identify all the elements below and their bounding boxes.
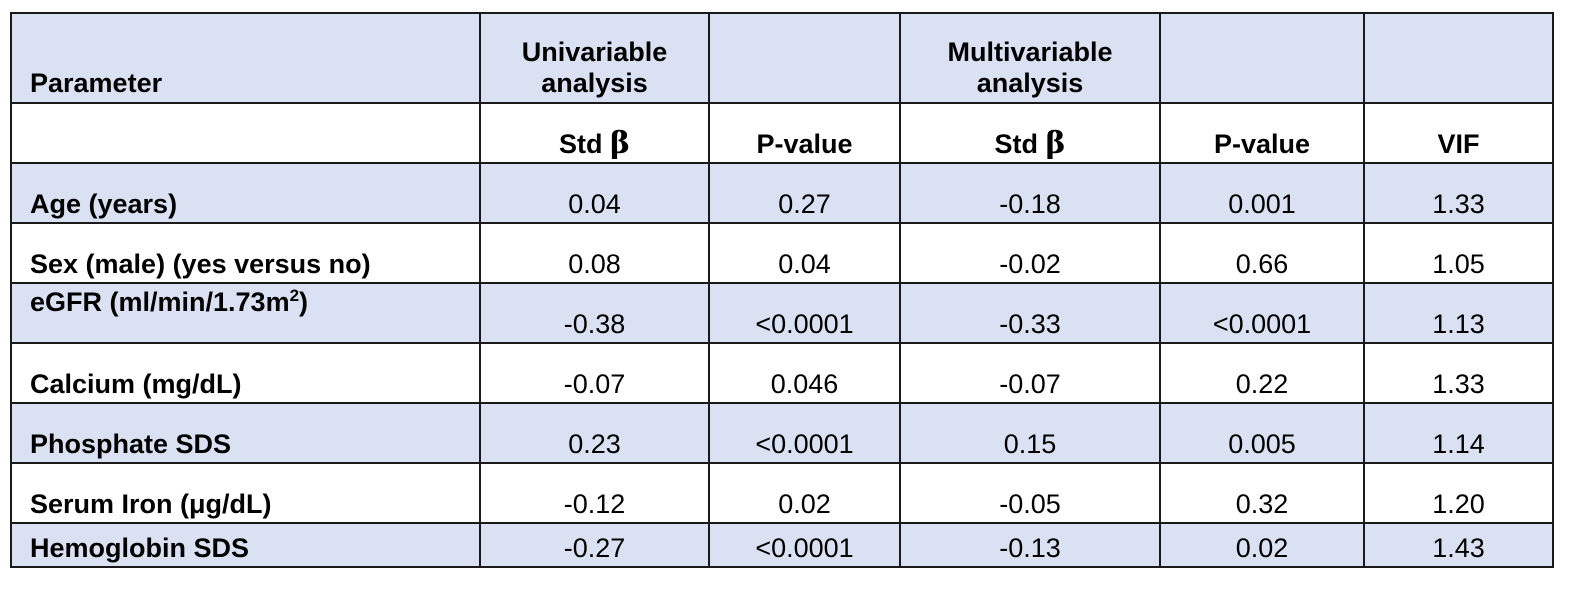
row-label: Calcium (mg/dL) xyxy=(10,342,481,404)
std-label: Std xyxy=(994,129,1039,159)
table-row: Phosphate SDS 0.23 <0.0001 0.15 0.005 1.… xyxy=(10,402,1554,464)
multi-p-cell: 0.001 xyxy=(1159,162,1365,224)
header-row: Parameter Univariable analysis Multivari… xyxy=(10,12,1554,104)
vif-cell: 1.14 xyxy=(1363,402,1554,464)
row-label: Age (years) xyxy=(10,162,481,224)
multi-beta-cell: -0.07 xyxy=(899,342,1161,404)
vif-cell: 1.20 xyxy=(1363,462,1554,524)
row-label: Serum Iron (μg/dL) xyxy=(10,462,481,524)
empty-subheader-cell xyxy=(10,102,481,164)
vif-header: VIF xyxy=(1363,102,1554,164)
table-row: Age (years) 0.04 0.27 -0.18 0.001 1.33 xyxy=(10,162,1554,224)
uni-beta-cell: -0.12 xyxy=(479,462,710,524)
multi-beta-cell: -0.05 xyxy=(899,462,1161,524)
multi-beta-cell: -0.13 xyxy=(899,522,1161,568)
table-row: Hemoglobin SDS -0.27 <0.0001 -0.13 0.02 … xyxy=(10,522,1554,568)
vif-cell: 1.33 xyxy=(1363,342,1554,404)
row-label-superscript: 2 xyxy=(289,286,300,305)
beta-symbol: β xyxy=(610,126,630,161)
multi-p-cell: 0.32 xyxy=(1159,462,1365,524)
vif-cell: 1.43 xyxy=(1363,522,1554,568)
univariable-header: Univariable analysis xyxy=(479,12,710,104)
uni-p-cell: <0.0001 xyxy=(708,282,901,344)
uni-std-beta-header: Std β xyxy=(479,102,710,164)
uni-beta-cell: -0.27 xyxy=(479,522,710,568)
row-label: Phosphate SDS xyxy=(10,402,481,464)
uni-beta-cell: 0.08 xyxy=(479,222,710,284)
uni-beta-cell: -0.38 xyxy=(479,282,710,344)
uni-beta-cell: -0.07 xyxy=(479,342,710,404)
multi-p-value-header: P-value xyxy=(1159,102,1365,164)
row-label-end: ) xyxy=(299,287,309,317)
empty-header-cell xyxy=(1363,12,1554,104)
uni-p-cell: 0.046 xyxy=(708,342,901,404)
vif-cell: 1.33 xyxy=(1363,162,1554,224)
uni-beta-cell: 0.04 xyxy=(479,162,710,224)
vif-cell: 1.13 xyxy=(1363,282,1554,344)
table-row: eGFR (ml/min/1.73m2) -0.38 <0.0001 -0.33… xyxy=(10,282,1554,344)
uni-p-cell: <0.0001 xyxy=(708,402,901,464)
uni-p-cell: 0.04 xyxy=(708,222,901,284)
empty-header-cell xyxy=(1159,12,1365,104)
multi-p-cell: <0.0001 xyxy=(1159,282,1365,344)
multi-p-cell: 0.22 xyxy=(1159,342,1365,404)
multi-p-cell: 0.005 xyxy=(1159,402,1365,464)
parameter-header: Parameter xyxy=(10,12,481,104)
row-label-text: eGFR (ml/min/1.73m xyxy=(30,287,290,317)
table-row: Calcium (mg/dL) -0.07 0.046 -0.07 0.22 1… xyxy=(10,342,1554,404)
uni-p-cell: 0.02 xyxy=(708,462,901,524)
multi-p-cell: 0.66 xyxy=(1159,222,1365,284)
uni-p-cell: <0.0001 xyxy=(708,522,901,568)
uni-p-cell: 0.27 xyxy=(708,162,901,224)
uni-beta-cell: 0.23 xyxy=(479,402,710,464)
multi-p-cell: 0.02 xyxy=(1159,522,1365,568)
regression-table: Parameter Univariable analysis Multivari… xyxy=(10,12,1554,568)
row-label: eGFR (ml/min/1.73m2) xyxy=(10,282,481,344)
multi-beta-cell: -0.18 xyxy=(899,162,1161,224)
subheader-row: Std β P-value Std β P-value VIF xyxy=(10,102,1554,164)
table-row: Sex (male) (yes versus no) 0.08 0.04 -0.… xyxy=(10,222,1554,284)
uni-p-value-header: P-value xyxy=(708,102,901,164)
multi-beta-cell: 0.15 xyxy=(899,402,1161,464)
multi-beta-cell: -0.33 xyxy=(899,282,1161,344)
beta-symbol: β xyxy=(1045,126,1066,161)
row-label: Sex (male) (yes versus no) xyxy=(10,222,481,284)
row-label: Hemoglobin SDS xyxy=(10,522,481,568)
multi-beta-cell: -0.02 xyxy=(899,222,1161,284)
multi-std-beta-header: Std β xyxy=(899,102,1161,164)
multivariable-header: Multivariable analysis xyxy=(899,12,1161,104)
empty-header-cell xyxy=(708,12,901,104)
table-row: Serum Iron (μg/dL) -0.12 0.02 -0.05 0.32… xyxy=(10,462,1554,524)
vif-cell: 1.05 xyxy=(1363,222,1554,284)
std-label: Std xyxy=(559,129,603,159)
